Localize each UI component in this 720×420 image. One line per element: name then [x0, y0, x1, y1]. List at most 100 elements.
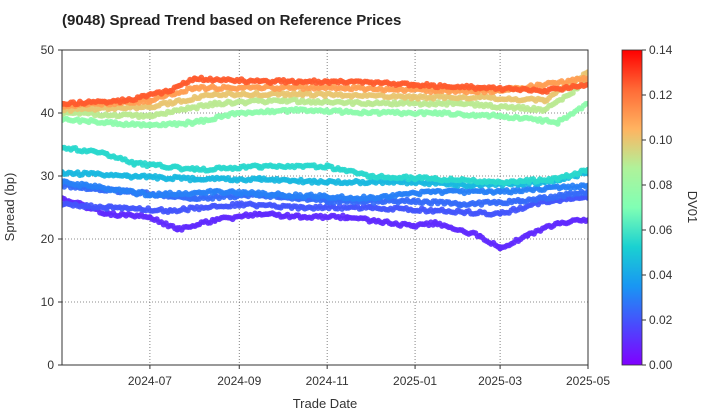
colorbar: [621, 49, 643, 366]
data-point: [456, 201, 463, 208]
data-point: [62, 201, 65, 208]
data-point: [299, 91, 306, 97]
data-point: [62, 179, 65, 186]
data-point: [191, 176, 198, 183]
colorbar-tick-label: 0.14: [649, 43, 673, 57]
data-point: [456, 100, 463, 107]
data-point: [497, 245, 503, 252]
data-point: [62, 100, 65, 107]
data-point: [432, 220, 439, 227]
x-tick-label: 2024-09: [217, 374, 261, 388]
data-point: [299, 106, 306, 113]
data-point: [541, 106, 548, 113]
data-point: [432, 110, 439, 116]
y-tick-label: 10: [41, 295, 55, 309]
data-point: [410, 223, 417, 230]
data-point: [477, 232, 483, 239]
data-point: [585, 217, 588, 223]
data-point: [477, 84, 483, 91]
data-point: [497, 179, 503, 186]
data-point: [585, 81, 588, 88]
data-point: [541, 97, 548, 104]
colorbar-tick-label: 0.02: [649, 313, 673, 327]
data-point: [62, 144, 65, 151]
data-point: [524, 232, 531, 239]
data-point: [410, 198, 417, 205]
data-point: [432, 207, 439, 214]
data-point: [103, 119, 110, 126]
data-point: [299, 214, 306, 220]
data-point: [554, 119, 561, 126]
data-point: [324, 78, 331, 85]
data-point: [256, 84, 263, 91]
series-6: [62, 144, 588, 187]
data-point: [497, 188, 503, 195]
x-tick-label: 2025-01: [393, 374, 437, 388]
data-point: [256, 176, 263, 183]
x-tick-label: 2024-07: [128, 374, 172, 388]
data-point: [256, 210, 263, 217]
y-tick-label: 50: [41, 43, 55, 57]
data-point: [62, 116, 65, 123]
data-point: [410, 94, 417, 101]
y-tick-label: 30: [41, 169, 55, 183]
data-point: [585, 75, 588, 82]
data-point: [554, 220, 561, 227]
data-point: [62, 169, 65, 176]
plot-frame: [61, 49, 589, 366]
data-point: [585, 100, 588, 107]
data-point: [570, 90, 576, 96]
data-point: [324, 163, 331, 170]
data-point: [167, 207, 174, 214]
data-point: [344, 214, 351, 220]
data-point: [477, 94, 483, 101]
series-8: [62, 78, 588, 121]
y-tick-label: 0: [47, 358, 54, 372]
x-axis-label: Trade Date: [293, 396, 358, 411]
series-7: [62, 100, 588, 129]
data-point: [103, 151, 110, 157]
data-point: [103, 210, 110, 217]
data-point: [410, 81, 417, 88]
colorbar-ticks: 0.00 0.02 0.04 0.06 0.08 0.10 0.12 0.14: [642, 43, 673, 372]
data-point: [344, 84, 351, 91]
x-tick-label: 2025-03: [478, 374, 522, 388]
data-point: [367, 100, 374, 107]
data-point: [541, 88, 548, 94]
data-point: [147, 97, 153, 104]
x-tick-label: 2025-05: [566, 374, 610, 388]
data-point: [279, 192, 286, 198]
data-point: [147, 214, 153, 220]
data-point: [585, 188, 588, 195]
data-point: [191, 75, 198, 82]
data-point: [62, 195, 65, 201]
data-point: [367, 173, 374, 179]
scatter-points: [62, 69, 588, 252]
data-point: [432, 188, 439, 195]
colorbar-tick-label: 0.12: [649, 88, 673, 102]
data-point: [585, 195, 588, 201]
data-point: [191, 84, 198, 91]
data-point: [497, 113, 503, 119]
x-axis-ticks: 2024-07 2024-09 2024-11 2025-01 2025-03 2025-…: [128, 365, 610, 388]
data-point: [167, 88, 174, 94]
y-axis-label: Spread (bp): [2, 173, 17, 242]
colorbar-tick-label: 0.04: [649, 268, 673, 282]
data-point: [497, 210, 503, 217]
data-point: [211, 188, 218, 195]
data-point: [211, 91, 218, 97]
data-point: [211, 217, 218, 224]
colorbar-tick-label: 0.08: [649, 178, 673, 192]
data-point: [256, 78, 263, 85]
data-point: [236, 110, 243, 116]
data-point: [585, 182, 588, 189]
series-2: [62, 194, 588, 218]
data-point: [147, 103, 153, 110]
data-point: [299, 204, 306, 211]
colorbar-tick-label: 0.10: [649, 133, 673, 147]
colorbar-label: DV01: [685, 191, 700, 224]
data-point: [103, 204, 110, 211]
data-point: [517, 198, 524, 205]
data-point: [279, 97, 286, 104]
